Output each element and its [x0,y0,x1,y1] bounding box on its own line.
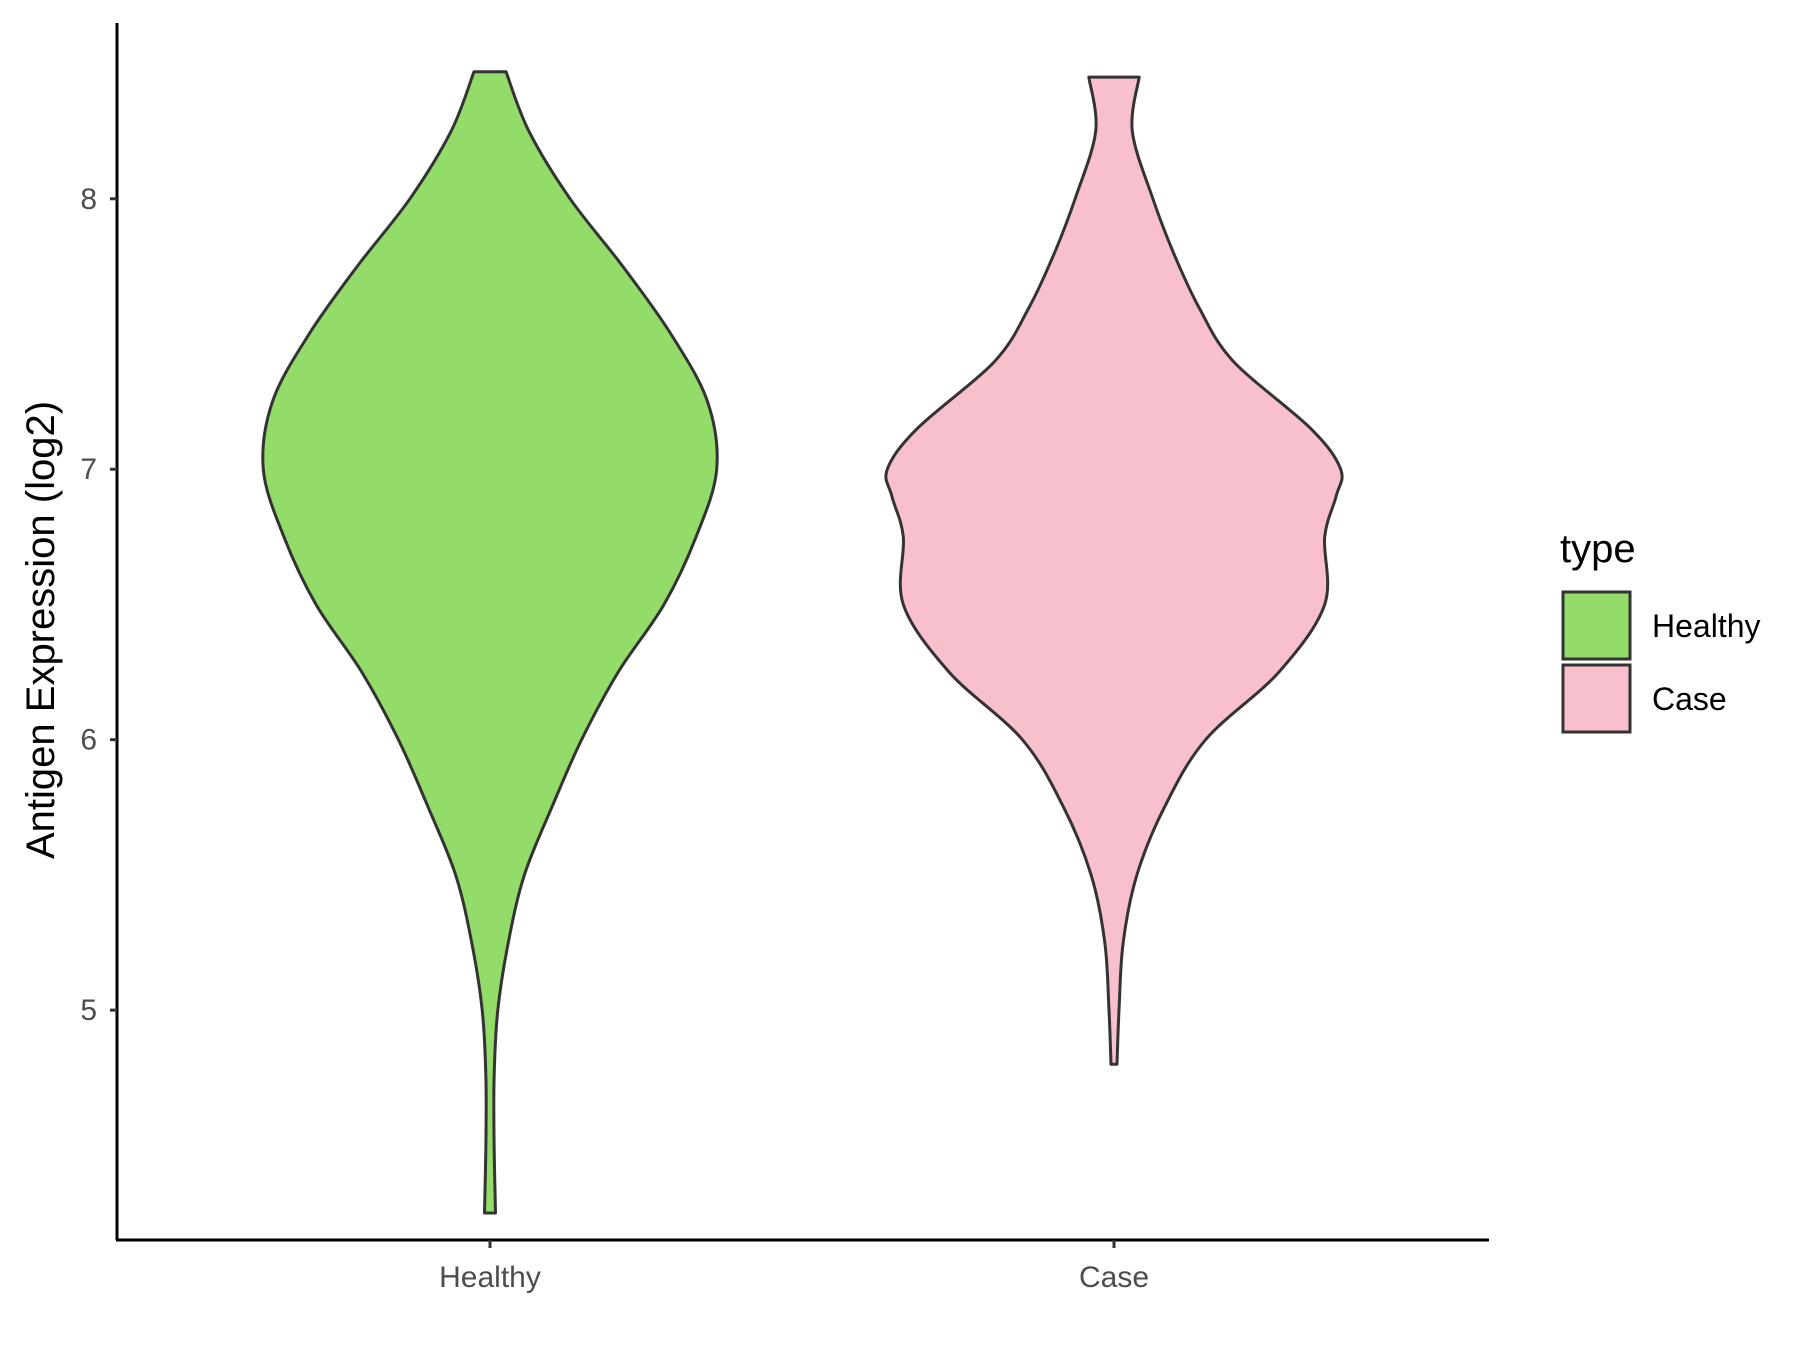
plot-area [261,70,1344,1215]
x-tick-label: Healthy [439,1261,541,1294]
y-axis-title: Antigen Expression (log2) [19,401,63,859]
ticks: 5 6 7 8 Healthy Case [80,183,1149,1294]
legend-title: type [1560,527,1636,571]
legend-label-healthy: Healthy [1652,608,1761,644]
axes [115,23,1489,1242]
violin-case [884,75,1344,1066]
y-tick-label: 6 [80,724,97,757]
x-tick-label: Case [1079,1261,1149,1294]
legend-swatch-healthy [1561,590,1632,661]
y-tick-label: 8 [80,183,97,216]
violin-healthy [261,70,719,1215]
y-tick-label: 7 [80,453,97,486]
legend-label-case: Case [1652,681,1727,717]
legend: type Healthy Case [1560,527,1761,734]
legend-swatch-case [1561,663,1632,734]
y-tick-label: 5 [80,994,97,1027]
